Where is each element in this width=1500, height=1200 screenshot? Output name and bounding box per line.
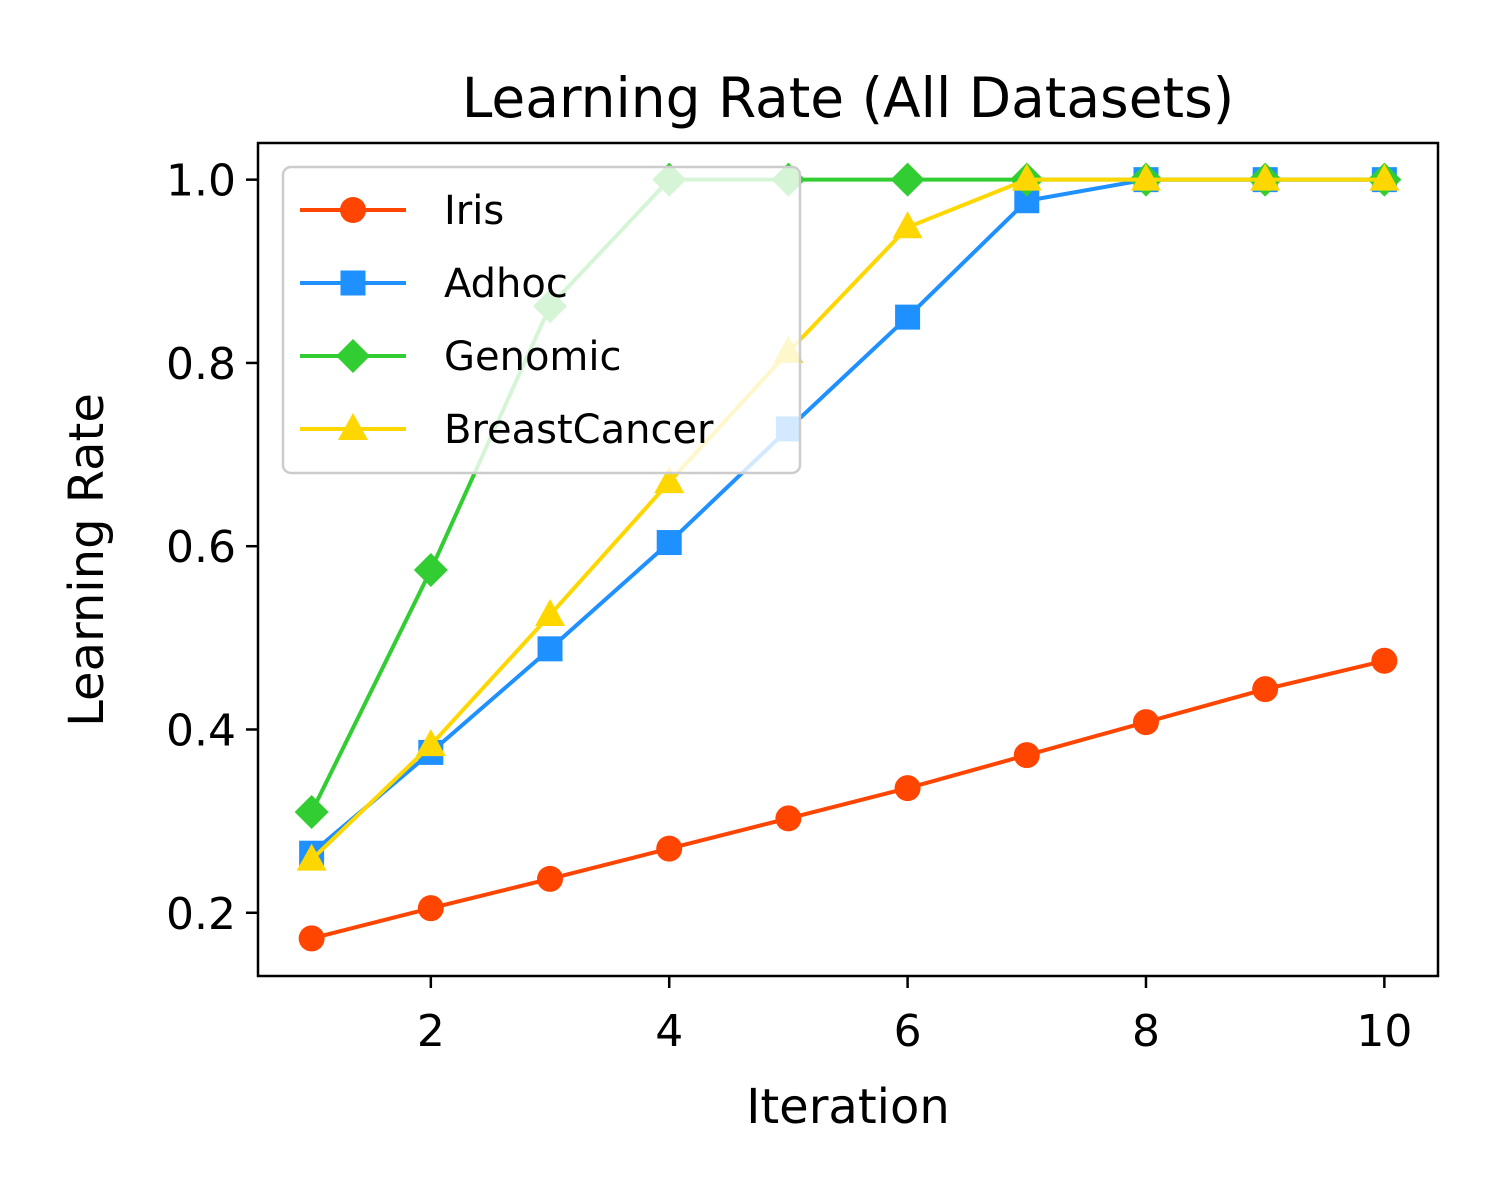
- series-line-breastcancer: [310, 177, 1385, 862]
- legend-item-breastcancer: BreastCancer: [300, 407, 714, 453]
- legend-label-iris: Iris: [444, 188, 504, 234]
- x-axis-label: Iteration: [746, 1079, 950, 1135]
- data-point-iris: [775, 805, 802, 832]
- data-point-breastcancer: [1130, 163, 1161, 191]
- series-iris: [298, 647, 1398, 952]
- data-point-breastcancer: [415, 729, 446, 757]
- data-point-genomic: [890, 162, 925, 197]
- data-point-breastcancer: [654, 466, 685, 494]
- legend: Iris Adhoc Genomic BreastCancer: [281, 165, 802, 475]
- y-tick-label: 0.4: [166, 705, 236, 756]
- legend-label-genomic: Genomic: [444, 334, 622, 380]
- y-tick-label: 0.2: [166, 889, 236, 940]
- x-tick-label: 8: [1132, 1006, 1160, 1057]
- data-point-iris: [417, 895, 444, 922]
- data-point-breastcancer: [1250, 163, 1281, 191]
- data-point-genomic: [294, 794, 329, 829]
- x-tick-label: 10: [1356, 1006, 1412, 1057]
- data-point-breastcancer: [296, 843, 327, 871]
- x-tick-label: 2: [417, 1006, 445, 1057]
- data-point-genomic: [413, 553, 448, 588]
- data-point-breastcancer: [892, 211, 923, 239]
- y-tick-label: 1.0: [166, 156, 236, 207]
- data-point-iris: [298, 925, 325, 952]
- legend-marker-iris: [340, 197, 366, 223]
- legend-item-iris: Iris: [300, 188, 504, 234]
- data-point-iris: [1013, 742, 1040, 769]
- legend-box: [281, 165, 802, 475]
- series-line-iris: [311, 658, 1385, 941]
- x-tick-label: 6: [894, 1006, 922, 1057]
- data-point-iris: [1252, 676, 1279, 703]
- legend-label-breastcancer: BreastCancer: [444, 407, 714, 453]
- data-point-adhoc: [656, 530, 682, 556]
- legend-item-genomic: Genomic: [300, 334, 622, 380]
- plot-frame: [256, 141, 1440, 978]
- data-point-adhoc: [537, 636, 563, 662]
- data-point-iris: [537, 865, 564, 892]
- y-tick-label: 0.6: [166, 522, 236, 573]
- data-point-iris: [656, 835, 683, 862]
- data-point-iris: [1132, 709, 1159, 736]
- legend-marker-breastcancer: [338, 413, 368, 440]
- data-point-breastcancer: [1369, 163, 1400, 191]
- legend-marker-adhoc: [340, 270, 366, 296]
- y-tick-label: 0.8: [166, 339, 236, 390]
- data-point-iris: [894, 775, 921, 802]
- data-point-breastcancer: [1011, 163, 1042, 191]
- data-point-adhoc: [895, 304, 921, 330]
- axes: 2 4 6 8 10 0.2 0.4 0.6 0.8 1.0: [166, 156, 1412, 1057]
- legend-marker-genomic: [336, 339, 370, 373]
- legend-label-adhoc: Adhoc: [444, 261, 568, 307]
- legend-item-adhoc: Adhoc: [300, 261, 568, 307]
- data-point-breastcancer: [535, 598, 566, 626]
- x-tick-label: 4: [655, 1006, 683, 1057]
- chart-title: Learning Rate (All Datasets): [462, 66, 1234, 130]
- y-axis-label: Learning Rate: [59, 393, 115, 727]
- data-point-iris: [1371, 647, 1398, 674]
